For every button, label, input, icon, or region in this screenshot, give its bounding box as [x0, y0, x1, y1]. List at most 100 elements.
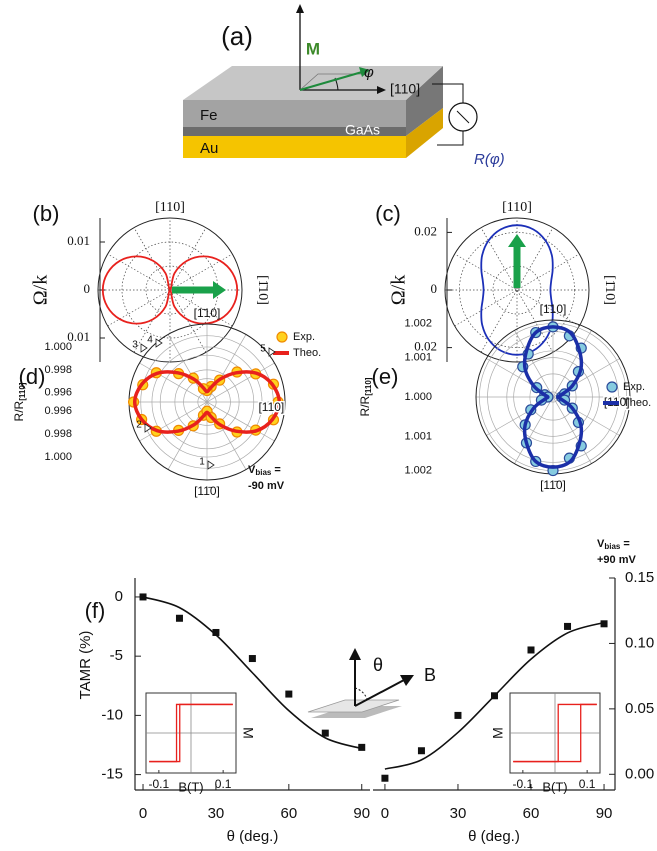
r-tick-label: 1.002: [404, 464, 432, 476]
y-tick-label: 0.05: [625, 700, 654, 717]
schematic: (a) M φ [110] Fe GaAs Au R(φ): [183, 4, 505, 168]
x-tick-label: 60: [280, 805, 297, 822]
legend-label: Exp.: [293, 331, 315, 343]
data-point: [381, 775, 388, 782]
annotation-text: =: [274, 464, 280, 476]
angle-label: φ: [364, 64, 374, 81]
r-tick-label: 1.000: [44, 451, 72, 463]
annotation: Vbias=: [597, 538, 630, 551]
magnetization-arrow: [508, 234, 526, 288]
inset-x-label: B(T): [542, 779, 567, 794]
legend-label: Theo.: [623, 397, 651, 409]
resistance-label: R(φ): [474, 151, 505, 168]
angle-label: [1̄10]: [602, 275, 617, 305]
x-tick-label: 90: [596, 805, 613, 822]
layer-label: Au: [200, 140, 218, 157]
angle-label: θ: [373, 655, 383, 675]
inset-x-tick-label: -0.1: [149, 777, 170, 791]
position-marker-label: 2: [136, 420, 142, 431]
polar-chart: (d)R/R[110]1.0001.0000.9980.9980.9960.99…: [12, 306, 321, 498]
r-tick-label: 1.001: [404, 430, 432, 442]
annotation-subscript: bias: [255, 468, 272, 477]
field-diagram: θ B: [308, 648, 436, 718]
y-tick-label: 0.15: [625, 569, 654, 586]
legend-marker: [277, 332, 287, 342]
y-axis-label: TAMR (%): [77, 631, 94, 700]
angle-label: [1̄10]: [540, 302, 567, 316]
y-tick-label: 0: [115, 588, 123, 605]
annotation-text: =: [623, 538, 629, 550]
x-tick-label: 0: [139, 805, 147, 822]
y-tick-label: 0.01: [67, 233, 90, 248]
angle-label: [11̄0]: [540, 478, 566, 492]
data-point: [418, 747, 425, 754]
r-tick-label: 1.001: [404, 352, 432, 364]
data-point: [176, 615, 183, 622]
data-point: [454, 712, 461, 719]
panel-label: (f): [85, 598, 106, 623]
x-tick-label: 90: [353, 805, 370, 822]
arrow-head: [349, 648, 361, 660]
y-tick-label: 0.10: [625, 634, 654, 651]
panel-label: (e): [372, 364, 399, 389]
inset-x-tick-label: -0.1: [513, 777, 534, 791]
y-tick-label: -15: [101, 766, 123, 783]
y-tick-label: 0.02: [414, 223, 437, 238]
y-axis-label-sub: [110]: [364, 377, 373, 396]
x-axis-label: θ (deg.): [227, 828, 279, 845]
x-axis-label: θ (deg.): [468, 828, 520, 845]
panel-label: (a): [221, 21, 253, 51]
position-marker-label: 5: [260, 344, 266, 355]
angle-label: [110]: [258, 400, 284, 414]
angle-label: [110]: [155, 200, 185, 215]
y-tick-label: 0: [431, 281, 438, 296]
angle-arc: [355, 688, 367, 699]
position-marker-label: 1: [199, 457, 205, 468]
r-tick-label: 0.998: [44, 364, 72, 376]
y-axis-label-sub: [110]: [18, 382, 27, 401]
y-axis-label: Ω/k: [30, 275, 52, 305]
annotation: Vbias=: [248, 464, 281, 477]
data-point: [528, 646, 535, 653]
annotation-value: +90 mV: [597, 554, 636, 566]
inset-y-label: M: [490, 727, 506, 739]
y-tick-label: 0.00: [625, 765, 654, 782]
angle-label: [1̄10]: [255, 275, 270, 305]
inset-x-tick-label: 0.1: [579, 777, 596, 791]
x-tick-label: 30: [208, 805, 225, 822]
data-point: [249, 655, 256, 662]
r-tick-label: 0.996: [44, 387, 72, 399]
r-tick-label: 1.002: [404, 317, 432, 329]
inset-y-label: M: [240, 727, 256, 739]
r-tick-label: 1.000: [404, 391, 432, 403]
line-chart: 0 30 60 90 0.00 0.05 0.10 0.15 θ (deg.) -0.1 0.1 B(…: [373, 569, 654, 845]
position-marker-label: 3: [132, 340, 138, 351]
data-point: [564, 623, 571, 630]
y-tick-label: -5: [110, 647, 123, 664]
annotation-subscript: bias: [604, 542, 621, 551]
direction-label: [110]: [390, 81, 420, 97]
figure: (a) M φ [110] Fe GaAs Au R(φ) θ B: [0, 0, 657, 851]
x-tick-label: 0: [381, 805, 389, 822]
angle-label: [110]: [502, 200, 532, 215]
r-tick-label: 1.000: [44, 341, 72, 353]
data-point: [285, 691, 292, 698]
y-axis-label-main: R/R: [358, 395, 372, 416]
wire: [437, 131, 463, 145]
position-marker-label: 4: [147, 335, 153, 346]
magnetization-label: M: [306, 39, 320, 58]
polar-chart: (e)R/R[110] 1.002 1.002 1.001 1.001 1.000 [1̄1…: [358, 302, 651, 566]
panel-label: (c): [375, 201, 401, 226]
annotation-value: -90 mV: [248, 480, 285, 492]
y-axis-label: R/R[110]: [12, 382, 27, 421]
x-tick-label: 60: [523, 805, 540, 822]
layer-label: Fe: [200, 107, 218, 124]
inset-x-tick-label: 0.1: [215, 777, 232, 791]
legend-marker: [607, 382, 617, 392]
x-tick-label: 30: [450, 805, 467, 822]
legend-label: Exp.: [623, 381, 645, 393]
field-label: B: [424, 665, 436, 685]
r-tick-label: 0.998: [44, 428, 72, 440]
inset-x-label: B(T): [178, 779, 203, 794]
panel-label: (b): [33, 201, 60, 226]
